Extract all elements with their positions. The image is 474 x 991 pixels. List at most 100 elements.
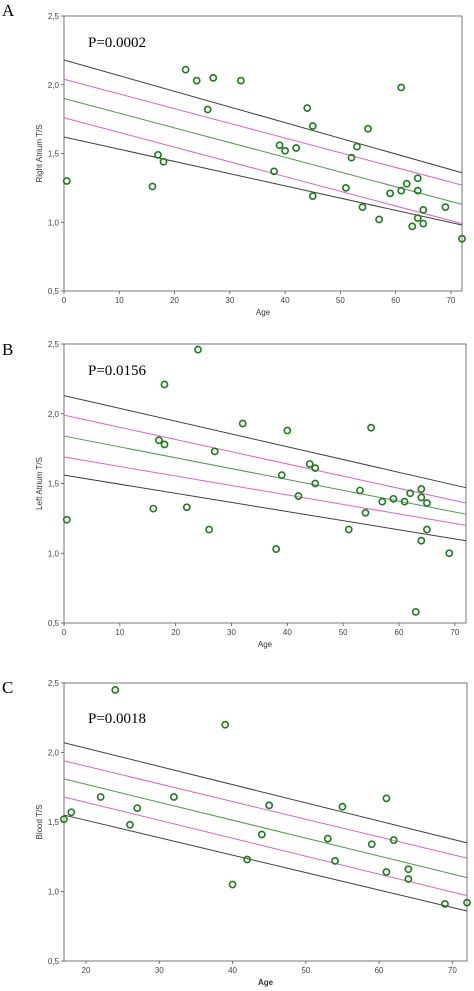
prediction-band-lower [63,474,467,542]
data-point [344,525,353,534]
prediction-band-lower [63,814,468,912]
x-tick-label: 40 [281,296,290,305]
data-point [375,215,383,224]
data-point [238,419,247,428]
data-point [458,234,466,243]
prediction-band-upper [63,59,463,174]
data-point [67,808,76,817]
data-point [311,479,320,488]
data-point [281,146,290,155]
data-point [148,182,157,191]
data-point [382,868,391,876]
x-tick-label: 0 [62,296,67,305]
data-point [331,857,340,865]
x-tick-label: 30 [225,296,234,305]
data-point [386,189,395,198]
data-point [126,820,134,829]
data-point [111,686,120,694]
y-axis-label: Left Atrium T/S [35,457,44,510]
data-point [243,855,252,864]
data-point [364,124,372,133]
y-tick-label: 0,5 [48,957,60,966]
y-tick-label: 2,5 [48,340,60,349]
y-tick-label: 2,0 [48,410,60,419]
y-axis-label: Blood T/S [35,805,44,840]
y-tick-label: 1,0 [48,218,60,227]
data-point [133,804,142,812]
x-tick-label: 60 [375,966,384,975]
data-point [406,489,415,498]
data-point [397,186,406,195]
data-point [413,186,422,195]
data-point [203,105,212,114]
data-point [367,840,376,849]
data-point [358,203,367,212]
chart-panel-c: C P=0.0018 20 30 40 50 60 70 0,5 1,0 1,5 2,0 2,5 Age B… [2,678,471,987]
x-tick-label: 10 [115,296,124,305]
data-point [378,497,387,506]
data-point [389,836,398,844]
chart-panel-a: A P=0.0002 0 10 20 30 40 50 60 70 0,5 1,0 1,5 2,0 2,5 A… [2,1,466,317]
data-point [382,794,391,803]
y-tick-label: 1,5 [48,480,60,489]
data-point [160,440,169,449]
data-point [181,65,190,74]
y-tick-label: 0,5 [48,287,60,296]
data-point [192,76,201,85]
regression-line [63,435,467,515]
x-tick-label: 20 [170,296,179,305]
x-tick-label: 20 [171,628,180,637]
data-point [397,83,406,92]
regression-line [63,778,468,879]
p-value-annotation: P=0.0156 [88,363,147,379]
data-point [402,179,411,188]
x-axis-label: Age [258,640,273,649]
y-tick-label: 2,5 [48,12,60,21]
data-point [423,499,431,507]
data-point [308,192,317,201]
data-point [338,802,347,811]
data-point [423,525,431,534]
data-point [221,720,230,729]
data-point [347,153,356,162]
data-point [62,177,71,185]
data-point [205,525,214,534]
data-point [463,898,471,907]
x-tick-label: 60 [391,296,400,305]
data-point [413,214,422,223]
confidence-band-upper [63,760,468,859]
data-point [170,793,178,801]
x-tick-label: 70 [450,628,459,637]
x-tick-label: 50 [339,628,348,637]
x-tick-label: 0 [62,628,67,637]
data-point [400,497,409,506]
prediction-band-upper [63,395,467,489]
data-point [265,801,274,810]
x-axis-label: Age [256,308,271,317]
y-tick-label: 0,5 [48,619,60,628]
data-point [441,900,449,908]
x-tick-label: 60 [395,628,404,637]
x-tick-label: 40 [228,966,237,975]
data-point [417,493,426,502]
y-tick-label: 2,0 [48,81,60,90]
data-point [305,460,314,468]
y-axis-label: Right Atrium T/S [35,124,44,182]
data-point [308,122,317,130]
data-point [419,205,428,214]
data-point [389,494,398,503]
data-point [292,144,301,152]
confidence-band-lower [63,456,467,526]
prediction-band-lower [63,136,463,226]
data-point [160,380,169,389]
data-point [209,73,218,82]
data-point [323,834,332,843]
data-point [272,545,281,553]
data-point [294,492,303,500]
data-point [257,830,266,839]
data-point [445,549,454,558]
x-tick-label: 70 [446,296,455,305]
data-point [311,464,320,473]
y-tick-label: 1,5 [48,818,60,827]
